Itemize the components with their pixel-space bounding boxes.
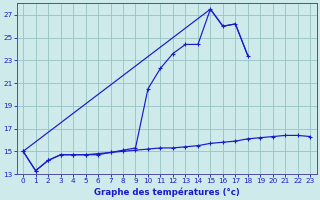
X-axis label: Graphe des températures (°c): Graphe des températures (°c) (94, 187, 240, 197)
